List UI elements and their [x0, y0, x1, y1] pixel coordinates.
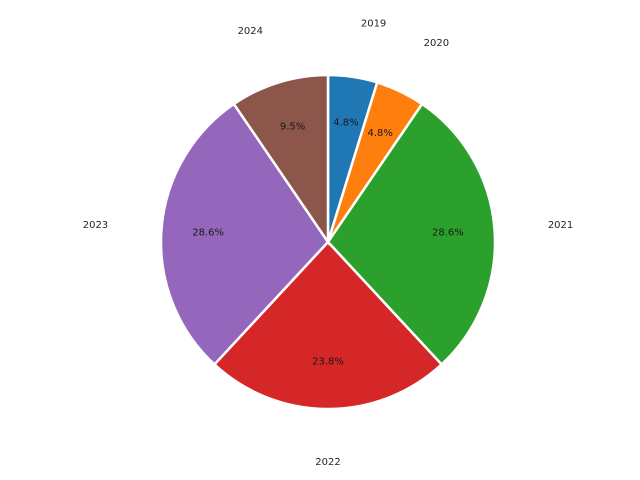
percent-label-2020: 4.8%	[367, 128, 392, 139]
category-label-2022: 2022	[315, 457, 340, 468]
category-labels: 2019 2020 2021 2022 2023 2024	[83, 19, 574, 468]
percent-label-2021: 28.6%	[432, 228, 464, 239]
percent-label-2024: 9.5%	[280, 122, 305, 133]
pie-slice-2022	[212, 240, 444, 411]
pie-slice-2024	[232, 73, 330, 247]
category-label-2021: 2021	[548, 220, 573, 231]
category-label-2024: 2024	[238, 26, 263, 37]
percent-labels: 4.8% 4.8% 28.6% 23.8% 28.6% 9.5%	[192, 118, 464, 368]
percent-label-2023: 28.6%	[192, 228, 224, 239]
pie-slice-2023	[159, 102, 330, 367]
percent-label-2019: 4.8%	[333, 118, 358, 129]
category-label-2020: 2020	[424, 38, 449, 49]
pie-slices	[159, 73, 497, 411]
percent-label-2022: 23.8%	[312, 357, 344, 368]
category-label-2019: 2019	[361, 19, 386, 30]
category-label-2023: 2023	[83, 220, 108, 231]
pie-slice-2021	[326, 102, 497, 367]
